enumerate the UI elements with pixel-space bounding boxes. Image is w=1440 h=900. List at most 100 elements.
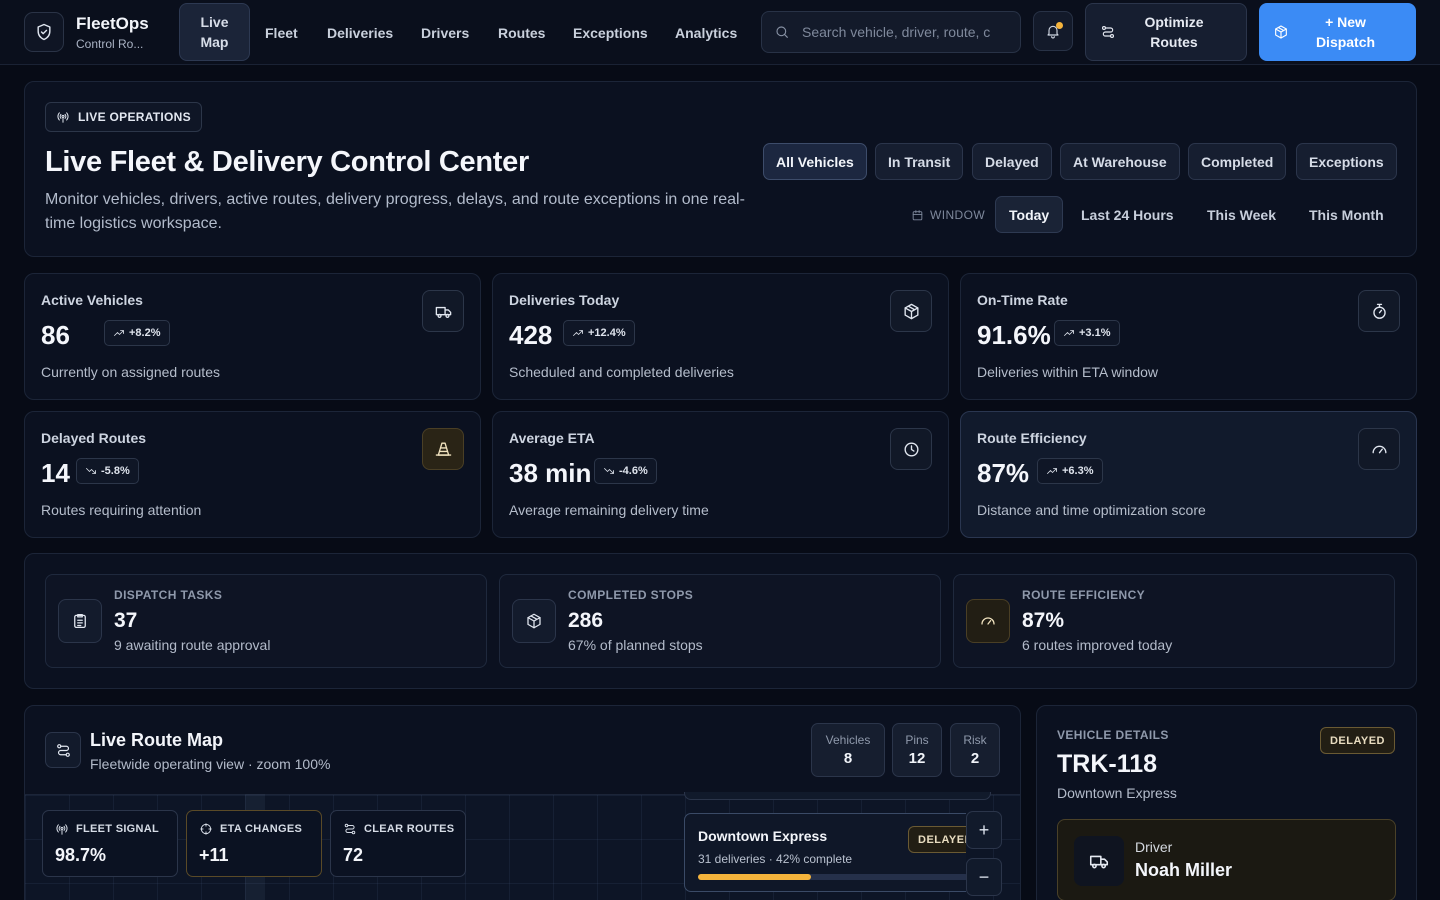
- window-last-24-hours[interactable]: Last 24 Hours: [1081, 206, 1174, 223]
- kpi-label: Average ETA: [509, 430, 595, 446]
- live-operations-badge: LIVE OPERATIONS: [45, 102, 202, 132]
- kpi-card-average-eta[interactable]: Average ETA 38 min -4.6% Average remaini…: [492, 411, 949, 538]
- kpi-delta-badge: +6.3%: [1037, 458, 1103, 484]
- broadcast-icon: [57, 112, 69, 123]
- summary-subtitle: 67% of planned stops: [568, 637, 703, 653]
- summary-label: ROUTE EFFICIENCY: [1022, 588, 1146, 602]
- filter-delayed[interactable]: Delayed: [972, 143, 1052, 180]
- kpi-icon-box: [422, 428, 464, 470]
- nav-item-live-map[interactable]: Live Map: [179, 3, 250, 61]
- vehicle-status-badge: DELAYED: [1319, 727, 1395, 754]
- nav-item-fleet[interactable]: Fleet: [265, 24, 298, 41]
- filter-all-vehicles[interactable]: All Vehicles: [763, 143, 867, 180]
- kpi-card-delayed-routes[interactable]: Delayed Routes 14 -5.8% Routes requiring…: [24, 411, 481, 538]
- map-stat-risk: Risk 2: [950, 723, 1000, 777]
- package-icon: [903, 303, 919, 319]
- filter-completed[interactable]: Completed: [1188, 143, 1287, 180]
- driver-icon-box: [1074, 836, 1124, 886]
- summary-card-dispatch-tasks[interactable]: DISPATCH TASKS 37 9 awaiting route appro…: [45, 574, 487, 668]
- kpi-icon-box: [1358, 428, 1400, 470]
- kpi-delta: -4.6%: [619, 465, 648, 477]
- overlay-value: +11: [199, 845, 229, 865]
- route-name: Downtown Express: [698, 828, 828, 844]
- map-stat-value: 12: [908, 750, 926, 767]
- driver-name: Noah Miller: [1135, 860, 1233, 880]
- nav-item-deliveries[interactable]: Deliveries: [327, 24, 394, 41]
- summary-card-route-efficiency[interactable]: ROUTE EFFICIENCY 87% 6 routes improved t…: [953, 574, 1395, 668]
- kpi-card-active-vehicles[interactable]: Active Vehicles 86 +8.2% Currently on as…: [24, 273, 481, 400]
- overlay-value: 98.7%: [55, 845, 107, 865]
- top-bar: FleetOps Control Ro... Live Map Fleet De…: [0, 0, 1440, 65]
- kpi-delta: +6.3%: [1062, 465, 1094, 477]
- signal-icon: [56, 824, 68, 835]
- route-icon: [1101, 25, 1115, 39]
- live-route-map-panel: Live Route Map Fleetwide operating view …: [24, 705, 1021, 900]
- truck-icon: [1089, 855, 1109, 869]
- summary-value: 286: [568, 609, 604, 632]
- kpi-card-route-efficiency[interactable]: Route Efficiency 87% +6.3% Distance and …: [960, 411, 1417, 538]
- summary-value: 37: [114, 609, 138, 632]
- search-input[interactable]: [802, 24, 1002, 40]
- summary-label: COMPLETED STOPS: [568, 588, 694, 602]
- map-header-icon: [45, 732, 81, 768]
- search-box[interactable]: [761, 11, 1021, 53]
- route-card-previous[interactable]: [684, 792, 991, 800]
- window-this-week[interactable]: This Week: [1207, 206, 1276, 223]
- map-overlay-eta-changes[interactable]: ETA CHANGES +11: [186, 810, 322, 877]
- filter-at-warehouse[interactable]: At Warehouse: [1060, 143, 1180, 180]
- window-label: WINDOW: [911, 208, 985, 222]
- new-dispatch-button[interactable]: + New Dispatch: [1259, 3, 1416, 61]
- notifications-button[interactable]: [1033, 11, 1073, 51]
- kpi-value: 91.6%: [977, 320, 1051, 350]
- summary-value: 87%: [1022, 609, 1065, 632]
- search-icon: [776, 26, 788, 38]
- kpi-card-deliveries-today[interactable]: Deliveries Today 428 +12.4% Scheduled an…: [492, 273, 949, 400]
- kpi-label: Active Vehicles: [41, 292, 143, 308]
- nav-item-drivers[interactable]: Drivers: [421, 24, 470, 41]
- driver-card[interactable]: Driver Noah Miller: [1057, 819, 1396, 900]
- kpi-value: 87%: [977, 458, 1030, 488]
- map-stat-label: Risk: [963, 733, 987, 747]
- kpi-label: Route Efficiency: [977, 430, 1087, 446]
- gauge-icon: [1371, 445, 1387, 453]
- traffic-cone-icon: [435, 441, 451, 456]
- page-title: Live Fleet & Delivery Control Center: [45, 146, 529, 178]
- route-card-downtown-express[interactable]: Downtown Express 31 deliveries · 42% com…: [684, 813, 966, 892]
- optimize-line2: Routes: [1150, 34, 1198, 50]
- truck-icon: [435, 306, 451, 318]
- filter-in-transit[interactable]: In Transit: [875, 143, 964, 180]
- route-progress-fill: [698, 874, 812, 880]
- summary-icon-box: [512, 599, 556, 643]
- kpi-delta-badge: -4.6%: [594, 458, 657, 484]
- overlay-label-row: ETA CHANGES: [199, 822, 302, 836]
- logo[interactable]: [24, 12, 64, 52]
- clock-icon: [903, 441, 919, 457]
- hero-panel: LIVE OPERATIONS Live Fleet & Delivery Co…: [24, 81, 1417, 257]
- map-stat-label: Pins: [905, 733, 929, 747]
- shield-icon: [37, 23, 51, 41]
- window-today[interactable]: Today: [995, 196, 1064, 233]
- map-overlay-clear-routes[interactable]: CLEAR ROUTES 72: [330, 810, 466, 877]
- summary-card-completed-stops[interactable]: COMPLETED STOPS 286 67% of planned stops: [499, 574, 941, 668]
- notification-dot: [1056, 22, 1063, 29]
- nav-item-routes[interactable]: Routes: [498, 24, 546, 41]
- map-stat-value: 2: [970, 750, 980, 767]
- optimize-line1: Optimize: [1144, 14, 1204, 30]
- window-this-month[interactable]: This Month: [1309, 206, 1384, 223]
- summary-subtitle: 9 awaiting route approval: [114, 637, 271, 653]
- zoom-out-button[interactable]: −: [966, 858, 1002, 896]
- filter-exceptions[interactable]: Exceptions: [1296, 143, 1397, 180]
- route-status-badge: DELAYED: [908, 826, 966, 853]
- nav-item-analytics[interactable]: Analytics: [675, 24, 738, 41]
- optimize-routes-button[interactable]: Optimize Routes: [1085, 3, 1247, 61]
- kpi-card-on-time-rate[interactable]: On-Time Rate 91.6% +3.1% Deliveries with…: [960, 273, 1417, 400]
- kpi-delta-badge: +12.4%: [563, 320, 635, 346]
- kpi-icon-box: [1358, 290, 1400, 332]
- kpi-subtitle: Currently on assigned routes: [41, 364, 220, 380]
- kpi-delta-badge: +8.2%: [104, 320, 170, 346]
- map-overlay-fleet-signal[interactable]: FLEET SIGNAL 98.7%: [42, 810, 178, 877]
- kpi-delta-badge: -5.8%: [76, 458, 139, 484]
- overlay-value: 72: [343, 845, 364, 865]
- nav-item-exceptions[interactable]: Exceptions: [573, 24, 648, 41]
- zoom-in-button[interactable]: +: [966, 811, 1002, 849]
